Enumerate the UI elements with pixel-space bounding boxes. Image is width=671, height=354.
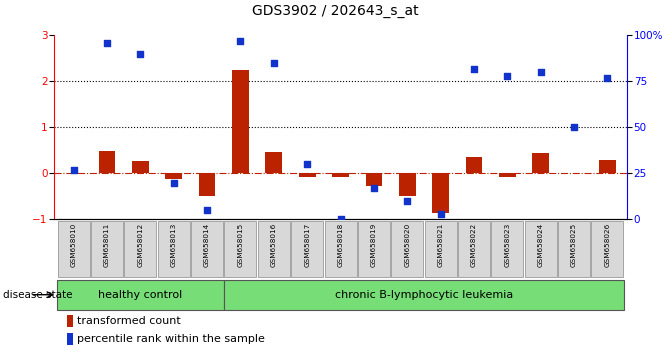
Point <box>302 161 313 167</box>
Point <box>602 75 613 81</box>
Bar <box>491 221 523 277</box>
Bar <box>358 221 390 277</box>
Bar <box>199 173 215 195</box>
Text: GSM658017: GSM658017 <box>304 222 310 267</box>
Bar <box>99 152 115 173</box>
Bar <box>166 173 182 179</box>
Point <box>335 217 346 222</box>
Text: GSM658016: GSM658016 <box>271 222 277 267</box>
Bar <box>432 173 449 212</box>
Text: GSM658026: GSM658026 <box>605 222 611 267</box>
Text: healthy control: healthy control <box>98 290 183 300</box>
Bar <box>266 152 282 173</box>
Text: chronic B-lymphocytic leukemia: chronic B-lymphocytic leukemia <box>335 290 513 300</box>
Text: GSM658013: GSM658013 <box>170 222 176 267</box>
Text: GSM658022: GSM658022 <box>471 222 477 267</box>
Point <box>235 38 246 44</box>
Point <box>502 73 513 79</box>
Bar <box>399 173 415 195</box>
Point <box>268 60 279 66</box>
Bar <box>525 221 557 277</box>
Text: GSM658021: GSM658021 <box>437 222 444 267</box>
Bar <box>499 173 515 177</box>
Bar <box>57 280 224 310</box>
Text: GSM658010: GSM658010 <box>70 222 76 267</box>
Text: GSM658011: GSM658011 <box>104 222 110 267</box>
Point <box>468 66 479 72</box>
Bar <box>67 315 73 327</box>
Point <box>535 69 546 75</box>
Bar <box>366 173 382 186</box>
Point <box>368 185 379 191</box>
Bar <box>258 221 290 277</box>
Point <box>402 198 413 204</box>
Point <box>135 51 146 57</box>
Text: percentile rank within the sample: percentile rank within the sample <box>76 334 264 344</box>
Bar <box>558 221 590 277</box>
Text: GSM658015: GSM658015 <box>238 222 244 267</box>
Bar <box>232 70 249 173</box>
Point <box>168 180 179 185</box>
Text: GDS3902 / 202643_s_at: GDS3902 / 202643_s_at <box>252 4 419 18</box>
Bar <box>591 221 623 277</box>
Text: GSM658024: GSM658024 <box>537 222 544 267</box>
Bar <box>599 160 616 173</box>
Bar <box>466 157 482 173</box>
Bar <box>132 161 149 173</box>
Bar <box>224 280 624 310</box>
Text: GSM658018: GSM658018 <box>338 222 344 267</box>
Bar <box>325 221 356 277</box>
Bar <box>532 153 549 173</box>
Bar <box>225 221 256 277</box>
Point <box>102 40 113 46</box>
Text: disease state: disease state <box>3 290 73 300</box>
Text: GSM658019: GSM658019 <box>371 222 377 267</box>
Text: GSM658012: GSM658012 <box>138 222 144 267</box>
Point <box>435 211 446 217</box>
Bar <box>191 221 223 277</box>
Bar <box>299 173 315 177</box>
Point <box>568 125 579 130</box>
Text: GSM658025: GSM658025 <box>571 222 577 267</box>
Bar <box>425 221 456 277</box>
Text: GSM658014: GSM658014 <box>204 222 210 267</box>
Text: GSM658020: GSM658020 <box>404 222 410 267</box>
Point <box>68 167 79 173</box>
Bar <box>291 221 323 277</box>
Bar <box>458 221 490 277</box>
Text: GSM658023: GSM658023 <box>505 222 511 267</box>
Text: transformed count: transformed count <box>76 316 180 326</box>
Bar <box>332 173 349 177</box>
Bar <box>67 333 73 345</box>
Bar <box>91 221 123 277</box>
Bar <box>58 221 90 277</box>
Point <box>202 207 213 213</box>
Bar <box>391 221 423 277</box>
Bar <box>158 221 190 277</box>
Bar <box>124 221 156 277</box>
